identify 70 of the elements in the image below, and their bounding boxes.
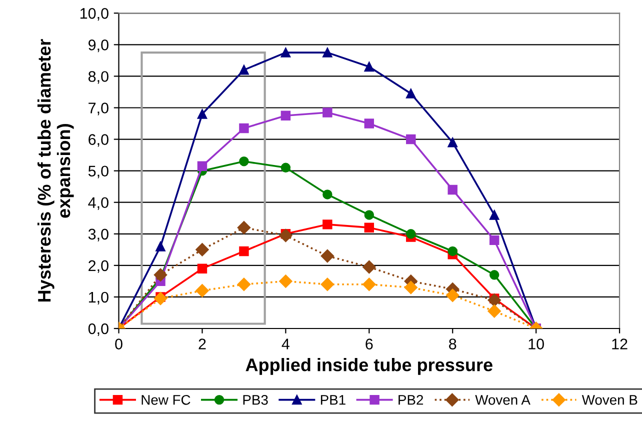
- x-tick-label: 8: [449, 338, 456, 350]
- point: [239, 123, 249, 134]
- point: [154, 268, 168, 282]
- legend-label: Woven A: [475, 395, 530, 405]
- y-tick-label: 0,0: [88, 323, 108, 336]
- point: [488, 304, 501, 318]
- point: [156, 242, 166, 252]
- point: [364, 222, 374, 232]
- y-tick-label: 8,0: [88, 71, 108, 84]
- point: [154, 292, 168, 306]
- point: [239, 246, 249, 256]
- point: [280, 162, 291, 173]
- y-tick-label: 6,0: [88, 134, 108, 147]
- point: [364, 62, 374, 72]
- point: [362, 278, 376, 291]
- y-tick-label: 5,0: [88, 166, 108, 178]
- point: [489, 210, 500, 220]
- y-tick-label: 9,0: [88, 40, 108, 52]
- point: [448, 184, 458, 195]
- x-axis-title: Applied inside tube pressure: [246, 358, 492, 375]
- point: [446, 288, 460, 302]
- point: [406, 134, 416, 144]
- y-axis-title: Hysteresis (% of tube diameter expansion): [37, 39, 74, 302]
- point: [196, 243, 209, 256]
- y-tick-label: 2,0: [88, 260, 108, 273]
- y-tick-label: 1,0: [88, 292, 108, 304]
- point: [406, 229, 416, 239]
- point: [404, 280, 418, 294]
- x-tick-label: 0: [115, 338, 122, 350]
- legend-label: PB3: [243, 394, 268, 405]
- point: [364, 118, 374, 128]
- y-tick-label: 7,0: [88, 102, 108, 116]
- point: [280, 110, 291, 120]
- point: [237, 220, 251, 234]
- legend-label: PB1: [320, 395, 346, 405]
- point: [197, 161, 208, 171]
- x-tick-label: 10: [528, 338, 544, 350]
- y-tick-label: 10,0: [80, 8, 108, 21]
- point: [197, 109, 208, 119]
- point: [406, 88, 416, 98]
- point: [448, 138, 458, 148]
- point: [196, 284, 209, 298]
- point: [322, 190, 332, 200]
- x-tick-label: 6: [366, 338, 373, 350]
- point: [322, 108, 332, 118]
- x-tick-label: 4: [282, 338, 290, 350]
- legend-label: PB2: [398, 394, 424, 405]
- point: [280, 48, 291, 58]
- legend-label: New FC: [142, 394, 190, 405]
- point: [320, 278, 334, 291]
- x-tick-label: 12: [612, 338, 628, 350]
- point: [322, 48, 332, 58]
- y-tick-label: 3,0: [88, 228, 108, 242]
- point: [322, 220, 332, 230]
- legend-label: Woven B: [582, 395, 638, 405]
- point: [239, 65, 249, 75]
- point: [239, 156, 249, 166]
- y-tick-label: 4,0: [88, 197, 108, 210]
- point: [279, 228, 292, 242]
- point: [489, 235, 500, 246]
- x-tick-label: 2: [198, 338, 206, 350]
- point: [237, 278, 251, 291]
- point: [320, 249, 334, 263]
- point: [488, 294, 501, 307]
- point: [448, 246, 458, 256]
- point: [364, 210, 374, 220]
- point: [362, 260, 376, 274]
- point: [279, 274, 292, 288]
- point: [489, 270, 500, 280]
- point: [197, 264, 208, 274]
